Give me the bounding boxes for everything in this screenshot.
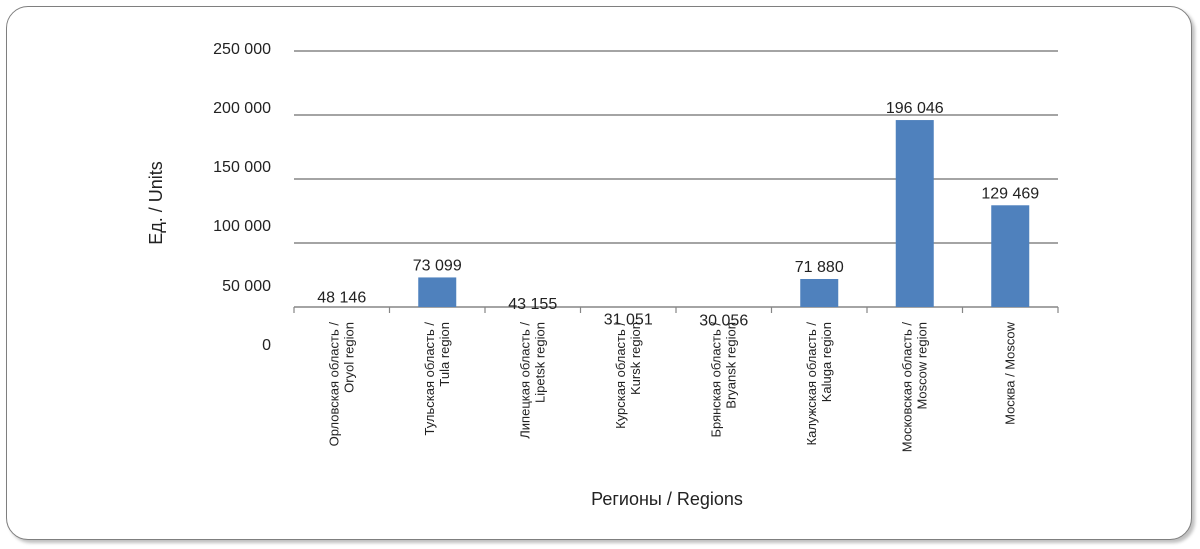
y-tick-label: 0 — [262, 337, 271, 354]
x-tick-label-line: Oryol region — [341, 322, 356, 393]
x-tick-marks — [293, 307, 1059, 313]
x-axis-title: Регионы / Regions — [591, 489, 743, 509]
x-tick-label-line: Калужская область / — [804, 322, 819, 446]
x-tick-label: Московская область / Moscow region — [899, 322, 929, 453]
x-tick-label: Липецкая область / Lipetsk region — [517, 322, 547, 439]
x-tick-label-line: Липецкая область / — [517, 322, 532, 439]
bars — [418, 120, 1030, 307]
x-tick-label-line: Тульская область / — [422, 322, 437, 436]
x-tick-label-line: Lipetsk region — [532, 322, 547, 403]
bar — [800, 278, 839, 307]
y-tick-label: 150 000 — [213, 159, 271, 176]
y-tick-labels: 0 50 000 100 000 150 000 200 000 250 000 — [213, 41, 271, 354]
x-tick-label-line: Москва / Moscow — [1002, 321, 1017, 425]
x-tick-label: Орловская область / Oryol region — [326, 322, 356, 447]
value-labels: 48 146 73 099 43 155 31 051 30 056 71 880 196 … — [317, 100, 1039, 329]
value-label: 43 155 — [508, 296, 557, 313]
x-tick-labels: Орловская область / Oryol region Тульская … — [326, 321, 1017, 452]
x-tick-label: Тульская область / Tula region — [422, 322, 452, 436]
y-tick-label: 250 000 — [213, 41, 271, 58]
value-label: 48 146 — [317, 289, 366, 306]
value-label: 196 046 — [886, 100, 944, 117]
x-tick-label-line: Брянская область / — [708, 322, 723, 438]
y-tick-label: 200 000 — [213, 100, 271, 117]
bar — [991, 205, 1030, 307]
x-tick-label-line: Tula region — [437, 322, 452, 387]
value-label: 31 051 — [604, 311, 653, 328]
x-tick-label-line: Орловская область / — [326, 322, 341, 447]
x-tick-label: Курская область / Kursk region — [613, 322, 643, 429]
y-tick-label: 50 000 — [222, 278, 271, 295]
x-tick-label-line: Kaluga region — [819, 322, 834, 402]
value-label: 30 056 — [699, 313, 748, 330]
value-label: 129 469 — [981, 185, 1039, 202]
x-tick-label: Калужская область / Kaluga region — [804, 322, 834, 446]
x-tick-label-line: Moscow region — [914, 322, 929, 409]
x-tick-label-line: Bryansk region — [723, 322, 738, 409]
x-tick-label: Москва / Moscow — [1002, 321, 1017, 425]
value-label: 71 880 — [795, 259, 844, 276]
y-tick-label: 100 000 — [213, 218, 271, 235]
x-tick-label-line: Московская область / — [899, 322, 914, 453]
x-tick-label: Брянская область / Bryansk region — [708, 322, 738, 438]
value-label: 73 099 — [413, 257, 462, 274]
x-tick-label-line: Kursk region — [628, 322, 643, 395]
gridlines — [294, 50, 1058, 308]
bar — [418, 277, 457, 307]
x-tick-label-line: Курская область / — [613, 322, 628, 429]
bar — [895, 120, 934, 307]
y-axis-title: Ед. / Units — [146, 161, 166, 245]
